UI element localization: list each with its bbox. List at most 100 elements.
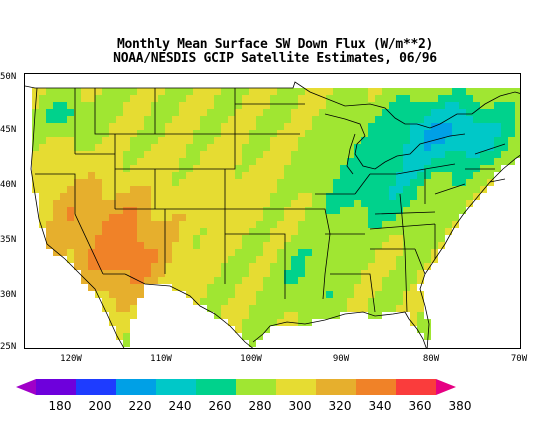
flux-cell — [417, 242, 424, 249]
flux-cell — [158, 235, 165, 242]
flux-cell — [403, 249, 410, 256]
flux-cell — [158, 214, 165, 221]
flux-cell — [109, 214, 116, 221]
flux-cell — [32, 123, 39, 130]
flux-cell — [263, 221, 270, 228]
flux-cell — [403, 109, 410, 116]
flux-cell — [424, 249, 431, 256]
flux-cell — [186, 144, 193, 151]
flux-cell — [270, 109, 277, 116]
flux-cell — [270, 291, 277, 298]
flux-cell — [263, 277, 270, 284]
flux-cell — [347, 242, 354, 249]
flux-cell — [312, 298, 319, 305]
flux-cell — [88, 270, 95, 277]
flux-cell — [466, 193, 473, 200]
flux-cell — [410, 179, 417, 186]
flux-cell — [312, 158, 319, 165]
flux-cell — [186, 116, 193, 123]
flux-cell — [361, 165, 368, 172]
flux-cell — [39, 137, 46, 144]
flux-cell — [214, 186, 221, 193]
flux-cell — [270, 158, 277, 165]
flux-cell — [396, 186, 403, 193]
flux-cell — [123, 172, 130, 179]
flux-cell — [389, 179, 396, 186]
flux-cell — [116, 123, 123, 130]
flux-cell — [151, 186, 158, 193]
colorbar-swatch — [116, 379, 156, 395]
flux-cell — [312, 228, 319, 235]
flux-cell — [123, 193, 130, 200]
flux-cell — [130, 221, 137, 228]
flux-cell — [347, 116, 354, 123]
flux-cell — [417, 193, 424, 200]
flux-cell — [480, 165, 487, 172]
flux-cell — [375, 221, 382, 228]
flux-cell — [235, 207, 242, 214]
flux-cell — [207, 221, 214, 228]
flux-cell — [431, 88, 438, 95]
flux-cell — [410, 137, 417, 144]
flux-cell — [179, 214, 186, 221]
flux-cell — [130, 165, 137, 172]
flux-cell — [221, 193, 228, 200]
flux-cell — [179, 109, 186, 116]
flux-cell — [263, 256, 270, 263]
flux-cell — [193, 165, 200, 172]
flux-cell — [382, 116, 389, 123]
lat-label-35n: 35N — [0, 235, 17, 245]
flux-cell — [396, 144, 403, 151]
flux-cell — [207, 291, 214, 298]
flux-cell — [340, 200, 347, 207]
flux-cell — [123, 123, 130, 130]
colorbar-label-380: 380 — [448, 399, 472, 413]
flux-cell — [368, 270, 375, 277]
colorbar-swatch — [236, 379, 276, 395]
flux-cell — [200, 270, 207, 277]
flux-cell — [340, 249, 347, 256]
flux-cell — [228, 88, 235, 95]
flux-cell — [431, 151, 438, 158]
flux-cell — [333, 249, 340, 256]
flux-cell — [249, 235, 256, 242]
flux-cell — [109, 151, 116, 158]
flux-cell — [228, 123, 235, 130]
flux-cell — [158, 109, 165, 116]
flux-cell — [284, 214, 291, 221]
chart-subtitle: NOAA/NESDIS GCIP Satellite Estimates, 06… — [113, 51, 437, 66]
flux-cell — [389, 263, 396, 270]
flux-cell — [347, 284, 354, 291]
flux-cell — [389, 298, 396, 305]
flux-cell — [207, 130, 214, 137]
flux-cell — [284, 144, 291, 151]
flux-cell — [431, 172, 438, 179]
flux-cell — [74, 151, 81, 158]
flux-cell — [60, 158, 67, 165]
flux-cell — [165, 151, 172, 158]
flux-cell — [466, 137, 473, 144]
flux-cell — [410, 123, 417, 130]
flux-cell — [305, 207, 312, 214]
flux-cell — [53, 165, 60, 172]
flux-cell — [410, 109, 417, 116]
flux-cell — [109, 144, 116, 151]
flux-cell — [277, 179, 284, 186]
flux-cell — [60, 88, 67, 95]
flux-cell — [424, 200, 431, 207]
flux-cell — [186, 123, 193, 130]
flux-cell — [312, 242, 319, 249]
flux-cell — [375, 242, 382, 249]
flux-cell — [445, 179, 452, 186]
flux-cell — [165, 235, 172, 242]
flux-cell — [277, 291, 284, 298]
flux-cell — [242, 291, 249, 298]
flux-cell — [263, 144, 270, 151]
flux-cell — [396, 102, 403, 109]
flux-cell — [228, 312, 235, 319]
flux-cell — [165, 102, 172, 109]
flux-cell — [130, 151, 137, 158]
flux-cell — [144, 228, 151, 235]
flux-cell — [74, 228, 81, 235]
flux-cell — [137, 291, 144, 298]
